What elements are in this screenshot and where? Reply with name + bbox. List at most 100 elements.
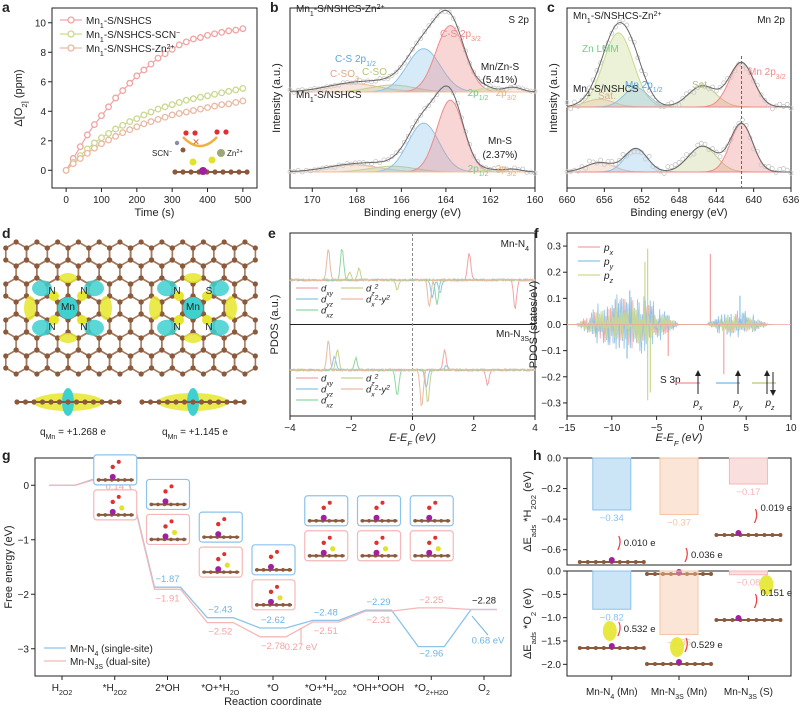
carbon-atom	[23, 257, 30, 263]
mn-atom	[162, 533, 169, 540]
legend-label: Mn-N3S (dual-site)	[70, 657, 150, 671]
raw-data-point	[299, 169, 305, 175]
annotation-mn-2p32: Mn 2p3/2	[748, 67, 786, 81]
carbon-atom	[148, 353, 155, 359]
data-point	[189, 95, 197, 103]
charge-accumulation-lobe	[100, 296, 112, 320]
carbon-atom	[714, 533, 719, 537]
carbon-atom	[231, 365, 238, 371]
data-point	[133, 72, 141, 80]
inset-o2-atom	[214, 129, 220, 135]
carbon-atom	[200, 311, 207, 317]
panel-a-x-tick-label: 300	[164, 195, 181, 206]
carbon-atom	[669, 572, 673, 576]
carbon-atom	[148, 245, 155, 251]
carbon-atom	[122, 513, 127, 517]
charge-transfer-label: 0.036 e	[691, 550, 723, 561]
carbon-atom	[693, 572, 697, 576]
carbon-atom	[55, 299, 61, 305]
carbon-atom	[307, 518, 312, 523]
data-point	[154, 54, 162, 62]
carbon-atom	[242, 263, 248, 269]
panel-e-x-tick-label: 0	[410, 423, 416, 434]
envelope-fit-1	[566, 122, 791, 173]
o-atom	[222, 517, 227, 522]
raw-data-point	[504, 86, 509, 92]
carbon-atom	[252, 293, 258, 299]
data-point	[161, 103, 169, 111]
carbon-atom	[211, 353, 217, 359]
panel-a-frame	[51, 7, 258, 189]
carbon-atom	[252, 317, 258, 323]
intermediate-structure-box	[93, 489, 138, 521]
raw-data-point	[695, 85, 701, 90]
inset-o-atom	[192, 130, 198, 136]
carbon-atom	[242, 275, 248, 281]
carbon-atom	[128, 281, 134, 287]
legend-marker	[67, 16, 75, 24]
carbon-atom	[221, 275, 227, 281]
carbon-atom	[55, 263, 61, 269]
carbon-atom	[116, 399, 122, 405]
panel-f-x-tick-label: −5	[651, 423, 663, 434]
mn-atom	[426, 549, 433, 556]
carbon-atom	[75, 311, 82, 317]
data-point	[239, 25, 247, 33]
o-atom	[268, 589, 274, 595]
intermediate-structure-box	[198, 546, 243, 578]
raw-data-point	[450, 16, 456, 21]
carbon-atom	[340, 518, 345, 523]
carbon-atom	[159, 275, 165, 281]
carbon-atom	[228, 535, 233, 539]
inset-s-atom	[189, 158, 197, 166]
carbon-atom	[106, 245, 113, 251]
inset-blocked-icon: ✕	[192, 137, 200, 147]
bar	[592, 570, 632, 610]
carbon-atom	[287, 603, 292, 607]
energy-label-final: −2.28	[472, 596, 496, 607]
data-point	[239, 97, 247, 105]
raw-data-point	[336, 82, 342, 88]
intermediate-structure-box	[93, 454, 138, 486]
panel-label-b: b	[270, 0, 279, 15]
legend-label: Mn-N4 (single-site)	[70, 644, 153, 658]
raw-data-point	[654, 101, 659, 106]
bar-value-label: −0.37	[667, 518, 691, 529]
carbon-atom	[65, 257, 71, 263]
s-atom	[224, 562, 230, 568]
carbon-atom	[228, 570, 233, 574]
raw-data-point	[579, 97, 585, 103]
carbon-atom	[34, 275, 40, 281]
carbon-atom	[128, 329, 134, 335]
carbon-atom	[122, 478, 127, 482]
panel-h-y-tick-label: −0.4	[541, 515, 561, 526]
data-point	[239, 84, 247, 92]
sample-name-0: Mn1-S/NSHCS-Zn2+	[296, 4, 385, 18]
o-atom	[216, 521, 221, 527]
legend-label: dz2	[366, 373, 379, 387]
charge-transfer-arrow	[753, 593, 758, 609]
carbon-atom	[413, 518, 418, 523]
carbon-atom	[116, 513, 121, 517]
carbon-atom	[252, 353, 258, 359]
carbon-atom	[44, 353, 50, 359]
panel-c-x-tick-label: 648	[671, 195, 688, 206]
carbon-atom	[148, 329, 155, 335]
carbon-atom	[96, 335, 102, 341]
raw-data-point	[680, 95, 686, 101]
o-atom	[321, 505, 326, 510]
charge-density-lobe	[759, 575, 774, 595]
raw-data-point	[628, 36, 633, 42]
panel-h-y-tick-label: −1.0	[541, 613, 561, 624]
charge-density-mn-n4	[3, 239, 133, 377]
carbon-atom	[156, 399, 162, 405]
carbon-atom	[23, 353, 30, 359]
carbon-atom	[128, 365, 134, 371]
raw-data-point	[575, 103, 581, 109]
data-point	[112, 132, 120, 140]
data-point	[76, 143, 84, 151]
panel-b-xlabel: Binding energy (eV)	[364, 207, 461, 219]
intermediate-structure-box	[145, 478, 191, 511]
sample-name-1: Mn1-S/NSHCS	[296, 90, 362, 104]
graphene-bond	[25, 349, 49, 375]
